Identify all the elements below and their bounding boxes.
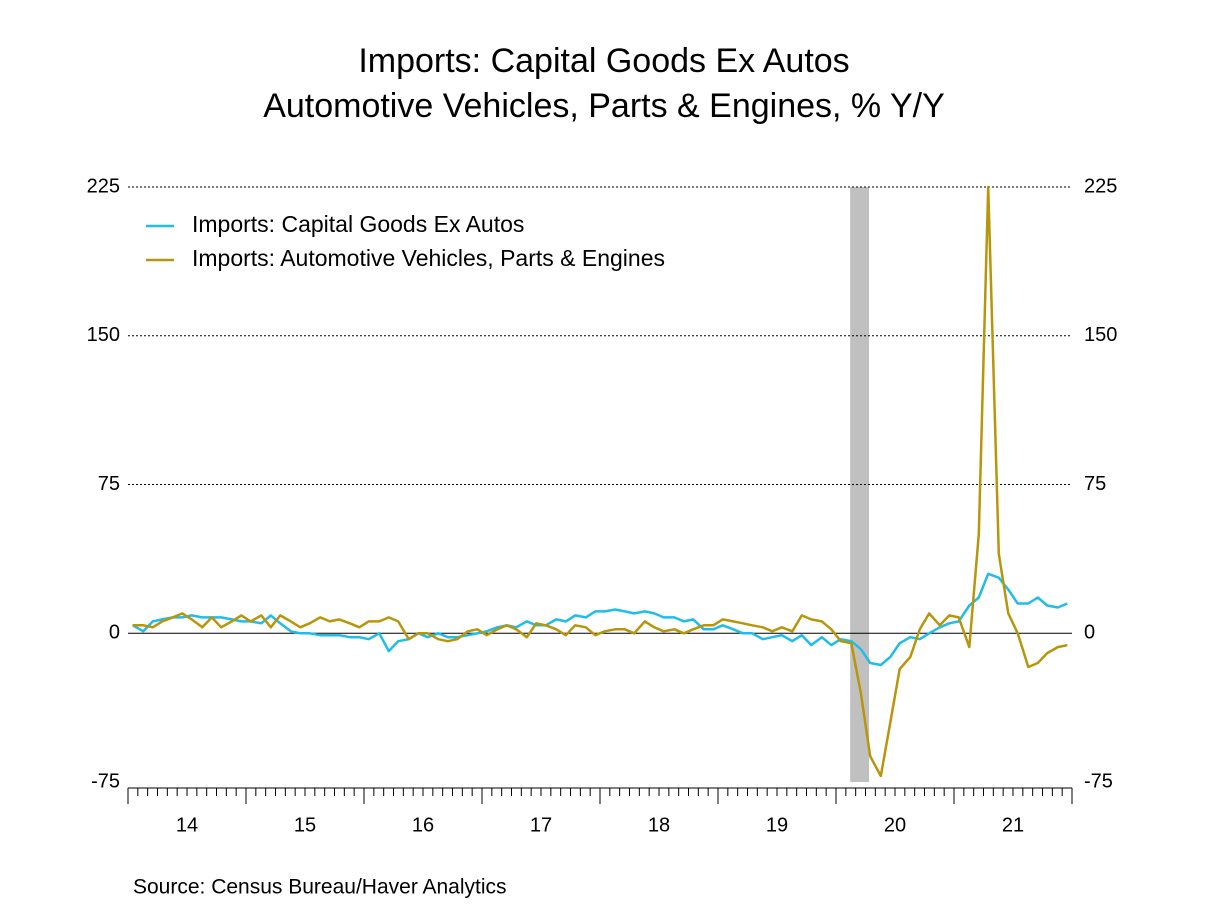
source-note: Source: Census Bureau/Haver Analytics	[133, 876, 507, 899]
x-tick-label: 14	[176, 814, 198, 836]
x-tick-label: 21	[1002, 814, 1024, 836]
y2-tick-label: 150	[1084, 324, 1117, 346]
x-tick-label: 15	[294, 814, 316, 836]
y2-tick-label: 75	[1084, 473, 1106, 495]
y-tick-label: 75	[98, 473, 120, 495]
x-tick-label: 20	[884, 814, 906, 836]
y2-tick-label: 0	[1084, 622, 1095, 644]
legend-label: Imports: Automotive Vehicles, Parts & En…	[192, 245, 665, 271]
x-tick-label: 16	[412, 814, 434, 836]
y-tick-label: 0	[109, 622, 120, 644]
y2-tick-label: 225	[1084, 175, 1117, 197]
series-line	[132, 185, 1068, 778]
x-tick-label: 19	[766, 814, 788, 836]
chart-subtitle: Automotive Vehicles, Parts & Engines, % …	[263, 87, 945, 125]
y-tick-label: -75	[91, 770, 120, 792]
series-line	[132, 572, 1068, 667]
legend-label: Imports: Capital Goods Ex Autos	[192, 211, 524, 237]
y-tick-label: 225	[87, 175, 120, 197]
chart-title: Imports: Capital Goods Ex Autos	[358, 42, 849, 80]
x-tick-label: 17	[530, 814, 552, 836]
y2-tick-label: -75	[1084, 770, 1113, 792]
y-tick-label: 150	[87, 324, 120, 346]
x-tick-label: 18	[648, 814, 670, 836]
